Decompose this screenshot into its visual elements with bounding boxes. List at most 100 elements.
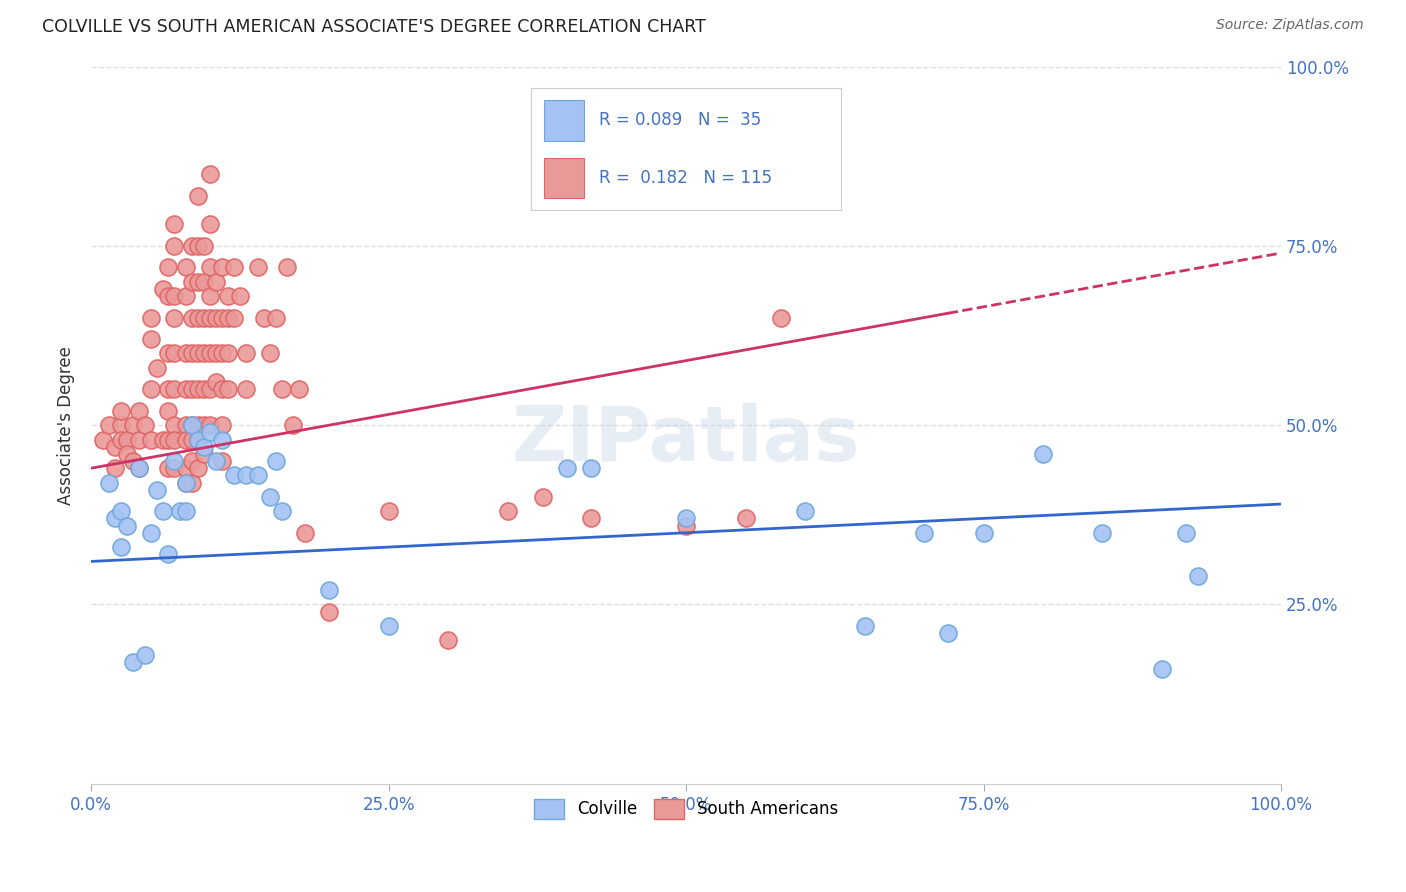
Point (235, 382, 257, 396)
Point (377, 504, 399, 518)
Point (181, 275, 204, 289)
Point (181, 454, 204, 468)
Point (912, 525, 935, 540)
Point (128, 461, 150, 475)
Point (377, 619, 399, 633)
Point (531, 490, 554, 504)
Point (104, 440, 127, 454)
Point (187, 433, 209, 447)
Point (734, 511, 756, 525)
Point (1187, 568, 1209, 582)
Point (145, 360, 167, 375)
Point (198, 346, 221, 360)
Point (229, 289, 252, 303)
Point (253, 310, 276, 325)
Point (163, 454, 186, 468)
Point (157, 461, 180, 475)
Point (198, 310, 221, 325)
Point (152, 282, 174, 296)
Point (1174, 525, 1197, 540)
Point (496, 504, 519, 518)
Point (193, 447, 215, 461)
Point (198, 382, 221, 396)
Point (176, 461, 198, 475)
Point (193, 418, 215, 433)
Point (1032, 447, 1054, 461)
Point (139, 525, 162, 540)
Point (283, 418, 305, 433)
Point (121, 655, 143, 669)
Point (235, 346, 257, 360)
Point (110, 404, 132, 418)
Point (187, 418, 209, 433)
Point (288, 382, 311, 396)
Point (187, 188, 209, 202)
Point (181, 310, 204, 325)
Point (181, 433, 204, 447)
Point (211, 346, 233, 360)
Point (1091, 525, 1114, 540)
Point (115, 433, 138, 447)
Point (794, 504, 817, 518)
Point (110, 418, 132, 433)
Point (973, 525, 995, 540)
Point (163, 346, 186, 360)
Point (205, 275, 228, 289)
Point (198, 289, 221, 303)
Point (294, 525, 316, 540)
Point (134, 648, 156, 662)
Point (181, 346, 204, 360)
Point (187, 310, 209, 325)
Point (163, 218, 186, 232)
Point (675, 518, 697, 533)
Point (211, 433, 233, 447)
Point (318, 605, 340, 619)
Point (176, 475, 198, 490)
Point (555, 461, 578, 475)
Point (187, 433, 209, 447)
Point (211, 418, 233, 433)
Point (139, 332, 162, 346)
Point (104, 511, 127, 525)
Point (198, 425, 221, 440)
Point (193, 275, 215, 289)
Point (276, 260, 298, 275)
Point (115, 518, 138, 533)
Point (936, 626, 959, 640)
Point (193, 310, 215, 325)
Text: ZIPatlas: ZIPatlas (512, 402, 860, 476)
Point (205, 310, 228, 325)
Point (264, 454, 287, 468)
Point (157, 433, 180, 447)
Point (163, 289, 186, 303)
Point (187, 461, 209, 475)
Point (235, 468, 257, 483)
Point (98, 418, 121, 433)
Point (152, 504, 174, 518)
Point (163, 433, 186, 447)
Point (181, 475, 204, 490)
Point (163, 382, 186, 396)
Text: COLVILLE VS SOUTH AMERICAN ASSOCIATE'S DEGREE CORRELATION CHART: COLVILLE VS SOUTH AMERICAN ASSOCIATE'S D… (42, 18, 706, 36)
Point (246, 260, 269, 275)
Point (259, 490, 281, 504)
Point (187, 382, 209, 396)
Point (579, 511, 602, 525)
Point (176, 346, 198, 360)
Point (205, 454, 228, 468)
Point (163, 239, 186, 253)
Point (115, 447, 138, 461)
Point (157, 382, 180, 396)
Point (128, 461, 150, 475)
Point (579, 461, 602, 475)
Point (128, 404, 150, 418)
Point (222, 310, 245, 325)
Point (193, 440, 215, 454)
Point (211, 260, 233, 275)
Point (437, 633, 460, 648)
Point (152, 433, 174, 447)
Point (198, 218, 221, 232)
Point (91, 433, 114, 447)
Point (157, 404, 180, 418)
Point (318, 583, 340, 598)
